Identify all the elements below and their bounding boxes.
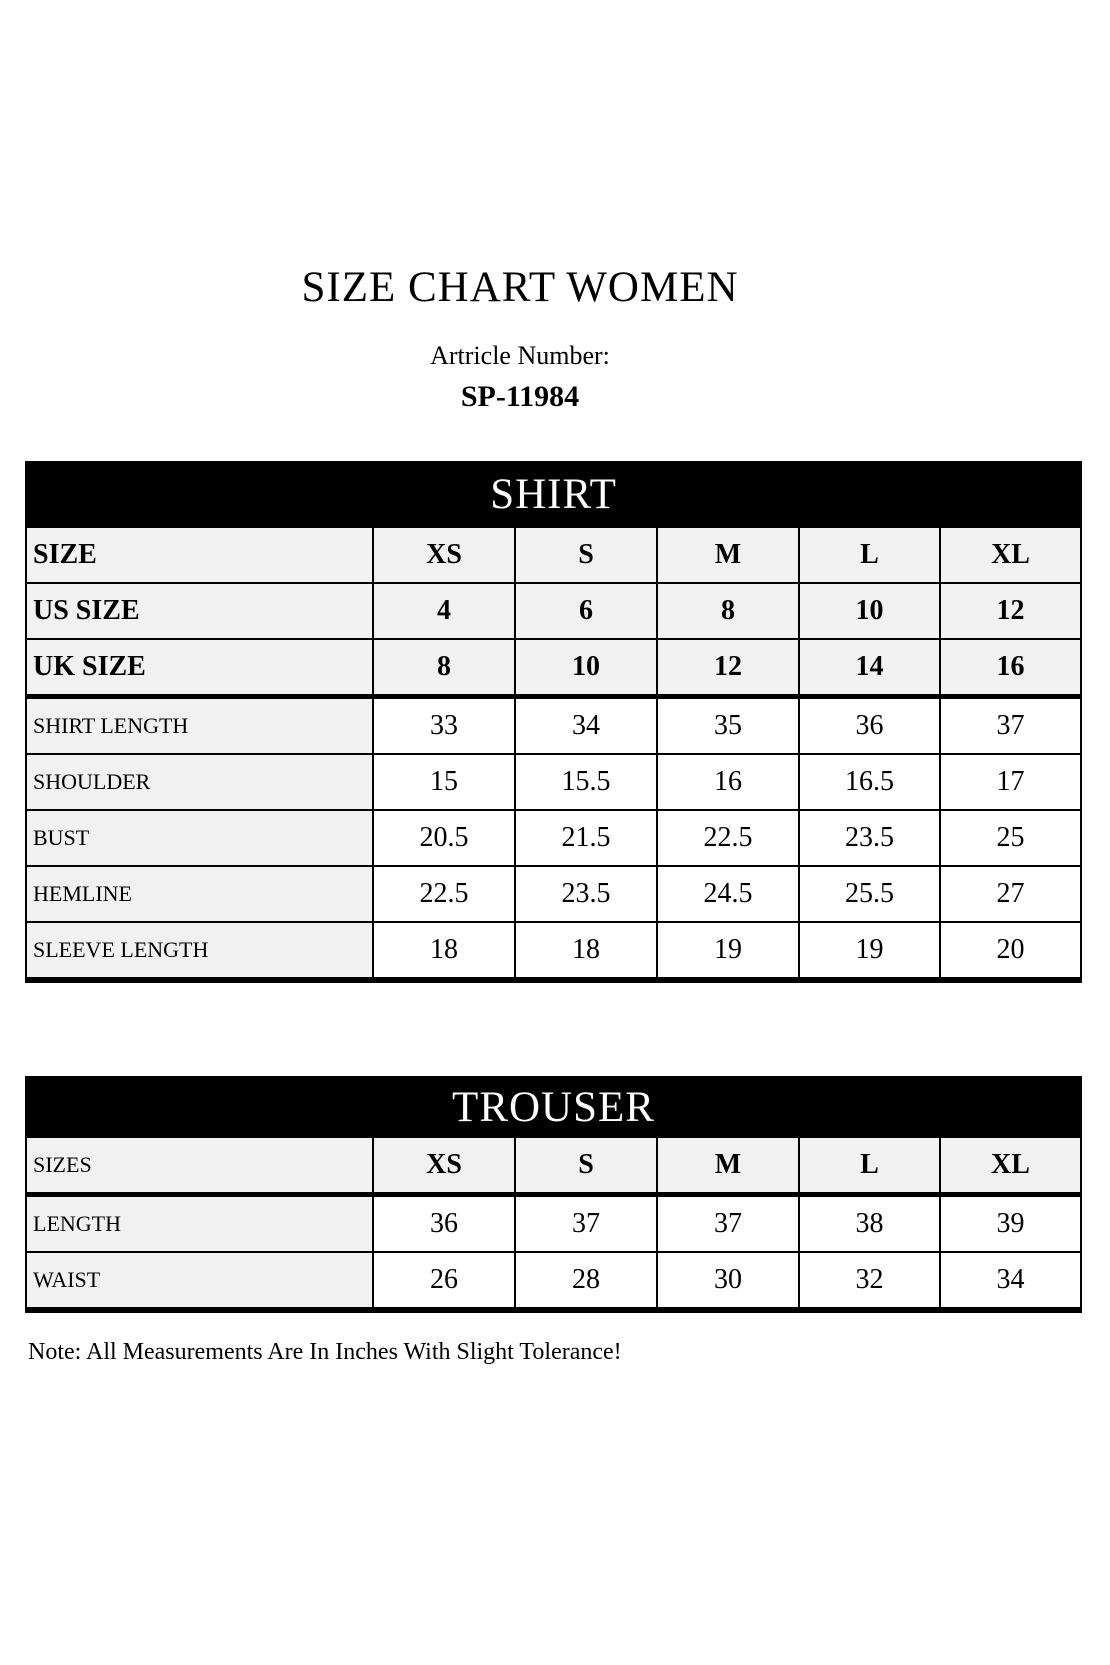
table-row-us-size: US SIZE 4 6 8 10 12	[25, 582, 1083, 640]
row-label: UK SIZE	[25, 638, 374, 698]
measurement-cell: 33	[372, 694, 516, 755]
measurement-cell: 19	[656, 921, 800, 983]
measurement-cell: 30	[656, 1251, 800, 1313]
size-value-cell: S	[514, 526, 658, 584]
measurement-cell: 37	[938, 694, 1083, 755]
size-value-cell: 4	[372, 582, 516, 640]
measurement-cell: 22.5	[372, 865, 516, 923]
measurement-cell: 24.5	[656, 865, 800, 923]
measurement-cell: 37	[656, 1192, 800, 1253]
measurement-cell: 36	[372, 1192, 516, 1253]
size-value-cell: 10	[514, 638, 658, 698]
article-number-value: SP-11984	[460, 380, 580, 413]
trouser-table: TROUSER SIZES XS S M L XL LENGTH 36 37 3…	[24, 1076, 1083, 1313]
trouser-table-title: TROUSER	[24, 1076, 1083, 1138]
trouser-table-band-row: TROUSER	[24, 1076, 1083, 1138]
table-row-sizes: SIZES XS S M L XL	[25, 1136, 1083, 1196]
table-row-bust: BUST 20.5 21.5 22.5 23.5 25	[25, 809, 1083, 867]
measurement-cell: 16	[656, 753, 800, 811]
measurement-cell: 21.5	[514, 809, 658, 867]
table-row-length: LENGTH 36 37 37 38 39	[25, 1192, 1083, 1253]
measurement-cell: 20.5	[372, 809, 516, 867]
measurement-cell: 16.5	[798, 753, 941, 811]
measurement-cell: 23.5	[798, 809, 941, 867]
measurement-cell: 18	[514, 921, 658, 983]
size-value-cell: L	[798, 1136, 941, 1196]
size-value-cell: 10	[798, 582, 941, 640]
size-value-cell: 16	[938, 638, 1083, 698]
size-value-cell: L	[798, 526, 941, 584]
size-value-cell: XL	[938, 526, 1083, 584]
size-value-cell: 6	[514, 582, 658, 640]
table-row-waist: WAIST 26 28 30 32 34	[25, 1251, 1083, 1313]
size-value-cell: 14	[798, 638, 941, 698]
measurement-cell: 35	[656, 694, 800, 755]
measurement-cell: 15	[372, 753, 516, 811]
row-label: BUST	[25, 809, 374, 867]
measurement-cell: 32	[798, 1251, 941, 1313]
page-title: SIZE CHART WOMEN	[301, 264, 739, 311]
shirt-table-title: SHIRT	[24, 461, 1083, 528]
size-value-cell: S	[514, 1136, 658, 1196]
table-row-sleeve-length: SLEEVE LENGTH 18 18 19 19 20	[25, 921, 1083, 983]
measurement-cell: 15.5	[514, 753, 658, 811]
measurement-cell: 26	[372, 1251, 516, 1313]
measurement-cell: 25	[938, 809, 1083, 867]
table-row-size: SIZE XS S M L XL	[25, 526, 1083, 584]
row-label: HEMLINE	[25, 865, 374, 923]
table-row-shoulder: SHOULDER 15 15.5 16 16.5 17	[25, 753, 1083, 811]
size-value-cell: 8	[656, 582, 800, 640]
table-row-uk-size: UK SIZE 8 10 12 14 16	[25, 638, 1083, 698]
row-label: WAIST	[25, 1251, 374, 1313]
measurement-cell: 34	[938, 1251, 1083, 1313]
size-value-cell: XL	[938, 1136, 1083, 1196]
row-label: LENGTH	[25, 1192, 374, 1253]
measurement-cell: 20	[938, 921, 1083, 983]
measurement-cell: 19	[798, 921, 941, 983]
measurements-note: Note: All Measurements Are In Inches Wit…	[28, 1339, 622, 1365]
page-heading: SIZE CHART WOMEN Artricle Number: SP-119…	[0, 0, 1040, 412]
row-label: SHOULDER	[25, 753, 374, 811]
size-value-cell: XS	[372, 526, 516, 584]
shirt-table: SHIRT SIZE XS S M L XL US SIZE 4 6 8 10 …	[24, 461, 1083, 983]
measurement-cell: 37	[514, 1192, 658, 1253]
row-label: SHIRT LENGTH	[25, 694, 374, 755]
size-value-cell: 12	[938, 582, 1083, 640]
size-value-cell: 12	[656, 638, 800, 698]
measurement-cell: 25.5	[798, 865, 941, 923]
size-value-cell: M	[656, 526, 800, 584]
table-row-shirt-length: SHIRT LENGTH 33 34 35 36 37	[25, 694, 1083, 755]
measurement-cell: 27	[938, 865, 1083, 923]
row-label: SIZES	[25, 1136, 374, 1196]
measurement-cell: 22.5	[656, 809, 800, 867]
measurement-cell: 36	[798, 694, 941, 755]
measurement-cell: 17	[938, 753, 1083, 811]
measurement-cell: 23.5	[514, 865, 658, 923]
measurement-cell: 39	[938, 1192, 1083, 1253]
row-label: SLEEVE LENGTH	[25, 921, 374, 983]
measurement-cell: 18	[372, 921, 516, 983]
measurement-cell: 34	[514, 694, 658, 755]
size-value-cell: M	[656, 1136, 800, 1196]
measurement-cell: 28	[514, 1251, 658, 1313]
row-label: SIZE	[25, 526, 374, 584]
size-value-cell: XS	[372, 1136, 516, 1196]
table-row-hemline: HEMLINE 22.5 23.5 24.5 25.5 27	[25, 865, 1083, 923]
row-label: US SIZE	[25, 582, 374, 640]
measurement-cell: 38	[798, 1192, 941, 1253]
shirt-table-band-row: SHIRT	[24, 461, 1083, 528]
article-number-label: Artricle Number:	[430, 341, 610, 370]
size-value-cell: 8	[372, 638, 516, 698]
